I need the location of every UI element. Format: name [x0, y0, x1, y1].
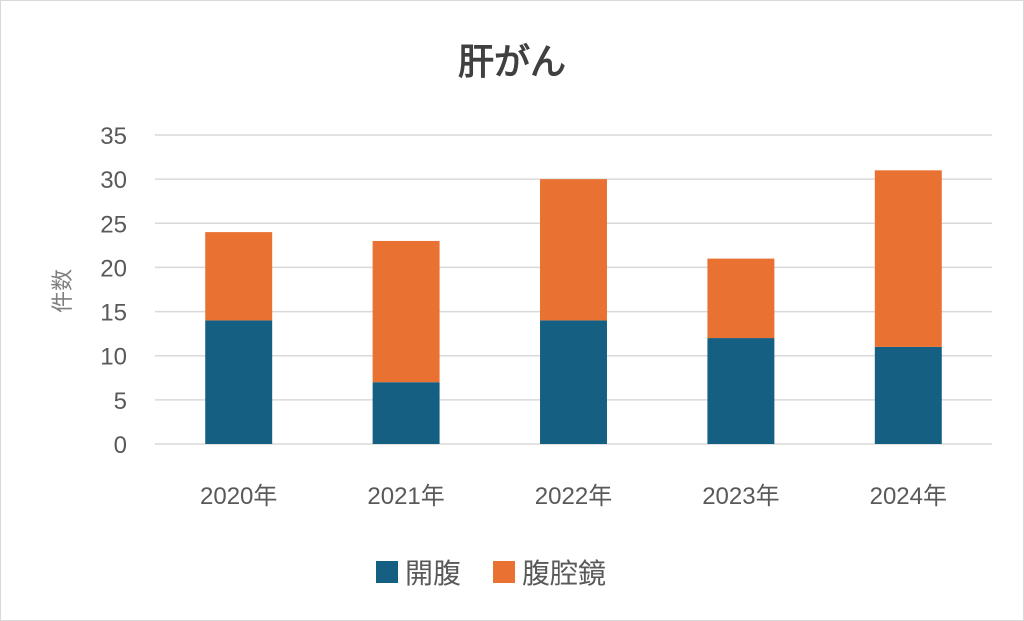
x-tick-label: 2021年	[367, 483, 444, 510]
legend-label: 腹腔鏡	[522, 558, 606, 589]
y-tick-label: 25	[100, 211, 127, 238]
y-tick-label: 20	[100, 255, 127, 282]
x-tick-label: 2024年	[870, 483, 947, 510]
legend-swatch	[493, 561, 516, 583]
bar-open-1	[372, 382, 440, 444]
legend-item: 開腹	[376, 558, 461, 589]
y-tick-label: 35	[100, 123, 127, 150]
y-tick-label: 15	[100, 300, 127, 327]
x-axis-tick-labels: 2020年 2021年 2022年 2023年 2024年	[200, 483, 947, 510]
bar-laparoscopic-0	[205, 232, 273, 321]
y-axis-tick-labels: 0 5 10 15 20 25 30 35	[100, 123, 127, 459]
bar-laparoscopic-4	[874, 170, 942, 347]
bars	[205, 170, 942, 444]
chart-title: 肝がん	[458, 41, 566, 82]
y-tick-label: 5	[114, 388, 127, 415]
y-tick-label: 0	[114, 432, 127, 459]
legend: 開腹 腹腔鏡	[376, 558, 606, 589]
x-tick-label: 2023年	[702, 483, 779, 510]
x-tick-label: 2020年	[200, 483, 277, 510]
bar-open-4	[874, 346, 942, 444]
y-tick-label: 30	[100, 167, 127, 194]
bar-laparoscopic-1	[372, 240, 440, 383]
y-axis-title: 件数	[50, 269, 75, 313]
bar-laparoscopic-2	[540, 179, 607, 321]
x-tick-label: 2022年	[535, 483, 612, 510]
legend-swatch	[376, 561, 398, 583]
bar-open-3	[707, 338, 775, 444]
bar-open-0	[205, 320, 273, 444]
legend-label: 開腹	[405, 558, 461, 589]
legend-item: 腹腔鏡	[493, 558, 606, 589]
y-tick-label: 10	[100, 344, 127, 371]
bar-open-2	[540, 320, 607, 444]
bar-laparoscopic-3	[707, 258, 775, 339]
